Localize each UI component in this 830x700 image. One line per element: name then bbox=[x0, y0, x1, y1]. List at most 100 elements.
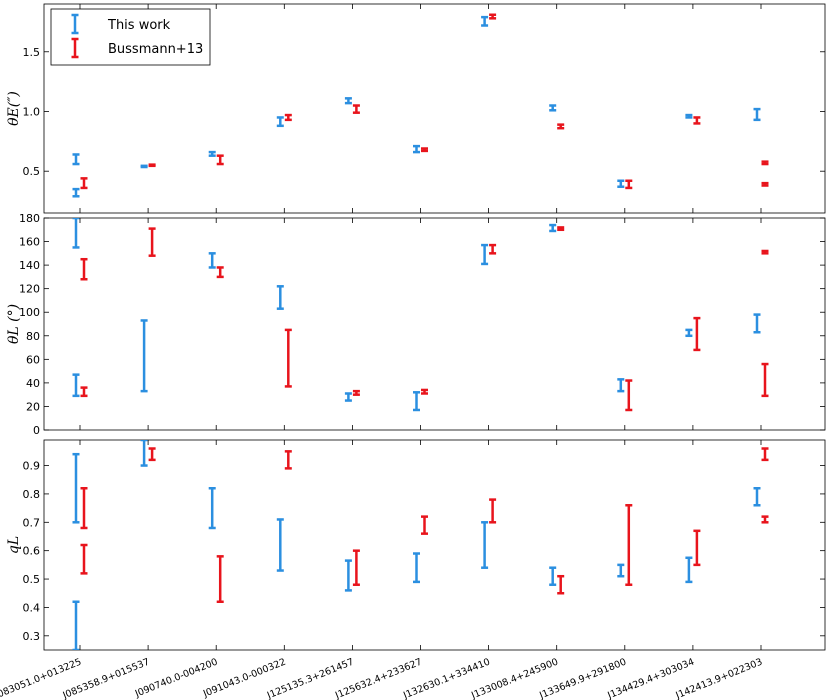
errorbar-bussmann bbox=[148, 447, 156, 462]
errorbar-bussmann bbox=[80, 257, 88, 281]
errorbar-bussmann bbox=[216, 555, 224, 604]
errorbar-group bbox=[72, 218, 769, 412]
errorbar-bussmann bbox=[693, 529, 701, 567]
errorbar-bussmann bbox=[761, 181, 769, 187]
y-tick-label: 140 bbox=[19, 259, 40, 272]
errorbar-group bbox=[72, 13, 769, 198]
y-tick-label: 1.5 bbox=[23, 46, 41, 59]
errorbar-this-work bbox=[344, 392, 352, 402]
errorbar-this-work bbox=[208, 150, 216, 157]
errorbar-bussmann bbox=[693, 316, 701, 352]
panel-theta-l: 0 20 40 60 80 100 120 140 160 180 θL (°) bbox=[6, 212, 826, 437]
y-tick-label: 80 bbox=[26, 330, 40, 343]
errorbar-this-work bbox=[140, 164, 148, 169]
y-tick-label: 0.7 bbox=[23, 516, 41, 529]
y-axis-title: qL bbox=[6, 536, 22, 554]
errorbar-this-work bbox=[72, 373, 80, 398]
errorbar-this-work bbox=[276, 285, 284, 310]
errorbar-this-work bbox=[72, 218, 80, 249]
errorbar-this-work bbox=[344, 559, 352, 592]
y-tick-label: 180 bbox=[19, 212, 40, 225]
errorbar-bussmann bbox=[284, 450, 292, 470]
errorbar-this-work bbox=[72, 452, 80, 524]
plot-frame bbox=[43, 439, 826, 651]
errorbar-bussmann bbox=[557, 574, 565, 595]
errorbar-this-work bbox=[753, 313, 761, 334]
errorbar-bussmann bbox=[80, 386, 88, 398]
errorbar-this-work bbox=[208, 486, 216, 530]
errorbar-this-work bbox=[140, 319, 148, 393]
legend-marker-bussmann bbox=[71, 37, 79, 59]
errorbar-bussmann bbox=[625, 504, 633, 586]
errorbar-this-work bbox=[753, 107, 761, 122]
errorbar-bussmann bbox=[421, 515, 428, 535]
errorbar-bussmann bbox=[761, 249, 769, 255]
errorbar-bussmann bbox=[284, 328, 292, 388]
plot-frame bbox=[43, 3, 826, 214]
errorbar-bussmann bbox=[489, 243, 497, 255]
errorbar-bussmann bbox=[80, 177, 88, 190]
y-tick-label: 20 bbox=[26, 400, 40, 413]
y-tick-label: 0 bbox=[33, 424, 40, 437]
errorbar-this-work bbox=[413, 552, 420, 584]
y-tick-label: 0.6 bbox=[23, 545, 41, 558]
errorbar-this-work bbox=[617, 179, 625, 188]
errorbar-this-work bbox=[72, 153, 80, 166]
panel-q-l: 0.3 0.4 0.5 0.6 0.7 0.8 0.9 qL bbox=[6, 439, 826, 651]
y-tick-label: 120 bbox=[19, 283, 40, 296]
y-tick-label: 0.4 bbox=[23, 601, 41, 614]
errorbar-bussmann bbox=[80, 543, 88, 575]
errorbar-bussmann bbox=[557, 226, 565, 232]
errorbar-bussmann bbox=[80, 486, 88, 530]
errorbar-this-work bbox=[753, 486, 761, 507]
y-axis-title: θE(″) bbox=[6, 91, 22, 126]
errorbar-this-work bbox=[549, 566, 557, 586]
errorbar-bussmann bbox=[352, 104, 360, 114]
y-tick-label: 60 bbox=[26, 353, 40, 366]
y-tick-label: 0.3 bbox=[23, 630, 41, 643]
legend-label-this-work: This work bbox=[107, 18, 171, 33]
errorbar-bussmann bbox=[761, 160, 769, 166]
legend: This work Bussmann+13 bbox=[50, 8, 211, 66]
y-tick-label: 0.8 bbox=[23, 488, 41, 501]
errorbar-bussmann bbox=[216, 266, 224, 279]
plot-frame bbox=[43, 217, 826, 431]
errorbar-this-work bbox=[276, 518, 284, 572]
y-tick-label: 0.5 bbox=[23, 165, 41, 178]
errorbar-this-work bbox=[140, 440, 148, 467]
y-tick-label: 1.0 bbox=[23, 105, 41, 118]
errorbar-this-work bbox=[481, 521, 489, 569]
errorbar-this-work bbox=[549, 223, 557, 233]
panels-layer: 0.5 1.0 1.5 θE(″) 0 20 40 60 80 100 120 140 160 180 θL… bbox=[0, 3, 826, 700]
errorbar-bussmann bbox=[625, 179, 633, 190]
errorbar-bussmann bbox=[489, 498, 497, 524]
errorbar-bussmann bbox=[352, 549, 360, 586]
legend-marker-this-work bbox=[71, 13, 79, 35]
errorbar-bussmann bbox=[352, 389, 360, 396]
errorbar-this-work bbox=[685, 113, 693, 119]
errorbar-bussmann bbox=[557, 123, 565, 130]
errorbar-bussmann bbox=[284, 113, 292, 122]
errorbar-bussmann bbox=[148, 227, 156, 257]
errorbar-this-work bbox=[685, 328, 693, 338]
errorbar-this-work bbox=[481, 243, 489, 266]
errorbar-this-work bbox=[685, 556, 693, 584]
errorbar-group bbox=[72, 440, 769, 650]
errorbar-bussmann bbox=[216, 154, 224, 166]
errorbar-bussmann bbox=[693, 116, 701, 125]
legend-label-bussmann: Bussmann+13 bbox=[108, 42, 203, 57]
y-tick-label: 0.9 bbox=[23, 460, 41, 473]
y-tick-label: 160 bbox=[19, 236, 40, 249]
errorbar-this-work bbox=[208, 252, 216, 269]
errorbar-this-work bbox=[481, 15, 489, 27]
errorbar-this-work bbox=[413, 391, 420, 412]
y-tick-label: 0.5 bbox=[23, 573, 41, 586]
y-tick-label: 100 bbox=[19, 306, 40, 319]
errorbar-this-work bbox=[72, 187, 80, 198]
errorbar-this-work bbox=[617, 378, 625, 393]
errorbar-this-work bbox=[72, 600, 80, 650]
errorbar-this-work bbox=[276, 116, 284, 128]
errorbar-this-work bbox=[344, 97, 352, 105]
errorbar-bussmann bbox=[421, 388, 428, 395]
